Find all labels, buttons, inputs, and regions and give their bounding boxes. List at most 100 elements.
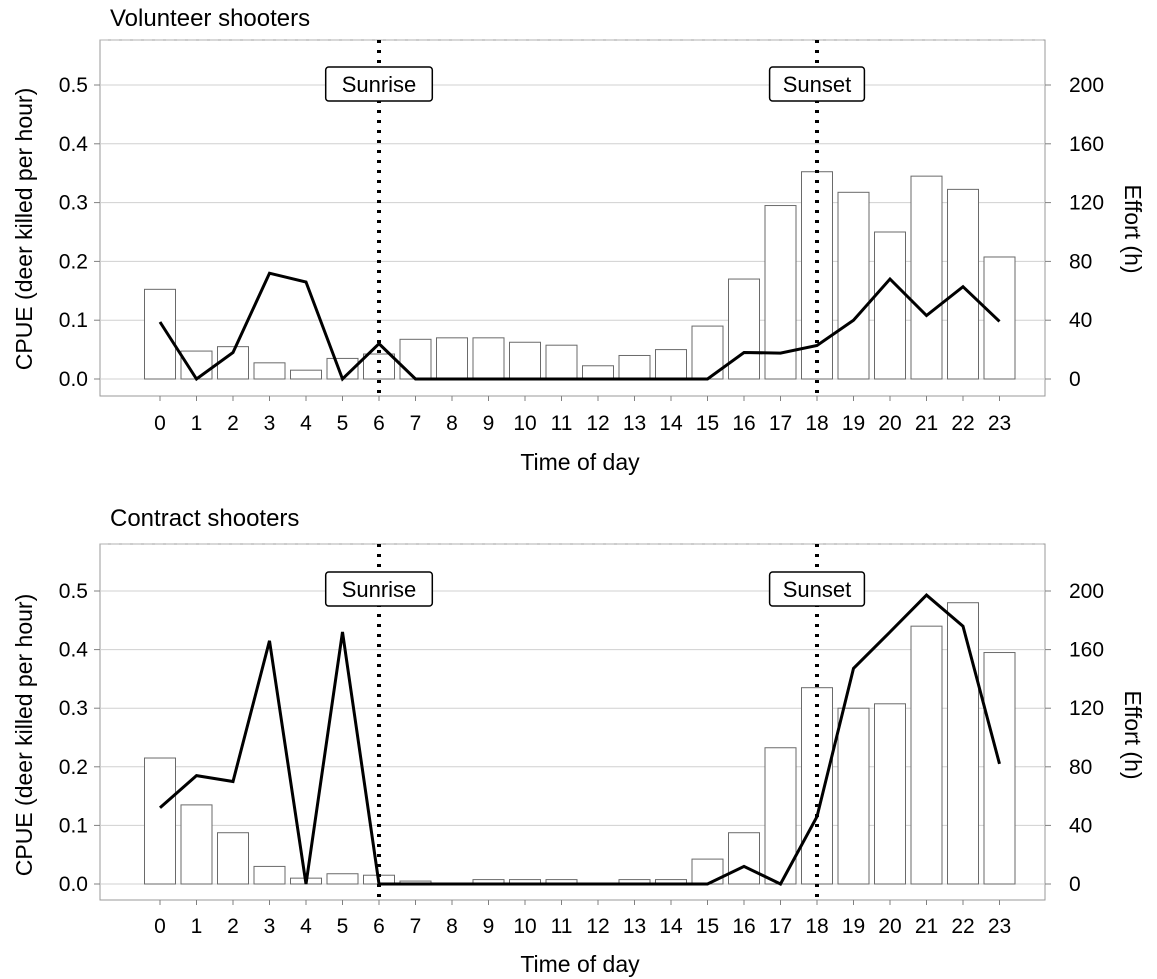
tick-label: 0.3	[59, 192, 88, 215]
tick-label: 13	[623, 915, 646, 938]
tick-label: 15	[696, 915, 719, 938]
tick-label: 120	[1069, 697, 1104, 720]
bar	[290, 369, 322, 380]
y-axis-right: 0 40 80 120 160 200	[1045, 74, 1104, 391]
bar	[655, 349, 687, 380]
tick-label: 0.1	[59, 814, 88, 837]
chart-title: Volunteer shooters	[110, 5, 310, 32]
tick-label: 9	[483, 412, 495, 435]
tick-label: 14	[659, 915, 683, 938]
bar	[253, 362, 286, 380]
tick-label: 0.5	[59, 580, 88, 603]
y-axis-left: 0.0 0.1 0.2 0.3 0.4 0.5	[59, 74, 100, 391]
chart-title: Contract shooters	[110, 505, 299, 532]
annotation-sunrise: Sunrise	[324, 66, 434, 102]
tick-label: 10	[513, 412, 536, 435]
tick-label: 22	[951, 915, 974, 938]
tick-label: 0	[1069, 368, 1081, 391]
annotation-sunset: Sunset	[768, 66, 866, 102]
annotation-label: Sunrise	[342, 72, 417, 97]
tick-label: 12	[586, 412, 609, 435]
tick-label: 17	[769, 915, 792, 938]
bar	[363, 353, 395, 380]
x-axis-label: Time of day	[520, 449, 640, 475]
bar	[144, 288, 176, 380]
tick-label: 13	[623, 412, 646, 435]
bar	[582, 365, 614, 380]
tick-label: 0.4	[59, 133, 89, 156]
line-series-cpue	[158, 271, 1001, 382]
tick-label: 8	[446, 915, 458, 938]
tick-label: 0.3	[59, 697, 88, 720]
tick-label: 160	[1069, 133, 1104, 156]
tick-label: 21	[915, 412, 938, 435]
bar	[728, 832, 760, 885]
annotation-sunrise: Sunrise	[324, 571, 434, 607]
tick-label: 1	[191, 915, 203, 938]
tick-label: 0.2	[59, 250, 88, 273]
tick-label: 18	[805, 412, 828, 435]
annotation-sunset: Sunset	[768, 571, 866, 607]
tick-label: 18	[805, 915, 828, 938]
bar	[509, 341, 541, 380]
tick-label: 9	[483, 915, 495, 938]
bar	[874, 703, 906, 885]
tick-label: 19	[842, 915, 865, 938]
tick-label: 11	[551, 412, 573, 435]
tick-label: 7	[410, 412, 422, 435]
tick-label: 2	[227, 915, 239, 938]
bar	[837, 191, 870, 380]
bar	[144, 757, 176, 885]
chart-volunteer-shooters: Volunteer shooters Time of day CPUE (dee…	[11, 5, 1146, 475]
tick-label: 23	[988, 412, 1011, 435]
bar-series-effort	[144, 171, 1016, 380]
tick-label: 15	[696, 412, 719, 435]
x-axis-label: Time of day	[520, 951, 640, 977]
annotation-box	[324, 571, 434, 607]
tick-label: 6	[373, 915, 385, 938]
line-series-cpue	[159, 593, 1001, 886]
y-axis-right-label: Effort (h)	[1120, 690, 1146, 779]
tick-label: 120	[1069, 192, 1104, 215]
tick-label: 12	[586, 915, 609, 938]
bar	[837, 707, 870, 885]
tick-label: 80	[1069, 756, 1092, 779]
x-axis: 0 1 2 3 4 5 6 7 8 9 10 11 12 13 14 15 16 17 18 19 20 21 22 23	[154, 396, 1011, 435]
tick-label: 3	[264, 915, 276, 938]
annotation-box	[324, 66, 434, 102]
cpue-points	[159, 595, 1000, 885]
tick-label: 1	[191, 412, 203, 435]
tick-label: 2	[227, 412, 239, 435]
bar	[910, 175, 943, 380]
bar	[180, 804, 213, 885]
bar	[983, 652, 1016, 885]
bar	[728, 278, 760, 380]
tick-label: 160	[1069, 639, 1104, 662]
bar	[253, 865, 286, 885]
tick-label: 20	[878, 915, 901, 938]
y-axis-left-label: CPUE (deer killed per hour)	[11, 88, 37, 371]
tick-label: 0.2	[59, 756, 88, 779]
bar	[436, 337, 468, 380]
tick-label: 14	[659, 412, 683, 435]
tick-label: 80	[1069, 250, 1092, 273]
tick-label: 23	[988, 915, 1011, 938]
tick-label: 40	[1069, 814, 1092, 837]
tick-label: 16	[732, 915, 755, 938]
tick-label: 200	[1069, 580, 1104, 603]
chart-contract-shooters: Contract shooters Time of day CPUE (deer…	[11, 505, 1146, 977]
tick-label: 4	[300, 412, 312, 435]
tick-label: 3	[264, 412, 276, 435]
tick-label: 22	[951, 412, 974, 435]
tick-label: 8	[446, 412, 458, 435]
tick-label: 11	[551, 915, 573, 938]
tick-label: 6	[373, 412, 385, 435]
tick-label: 17	[769, 412, 792, 435]
tick-label: 0.4	[59, 639, 89, 662]
cpue-points	[159, 273, 1000, 380]
bar	[180, 350, 213, 380]
x-axis: 0 1 2 3 4 5 6 7 8 9 10 11 12 13 14 15 16 17 18 19 20 21 22 23	[154, 900, 1011, 938]
tick-label: 0.5	[59, 74, 88, 97]
tick-label: 5	[337, 915, 349, 938]
